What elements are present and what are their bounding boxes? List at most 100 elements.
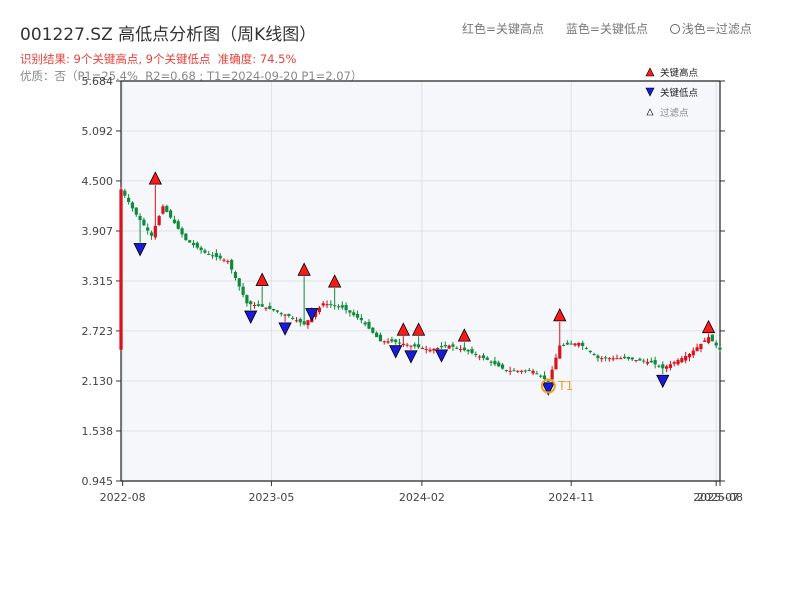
- candle-body: [455, 347, 459, 349]
- t1-label: T1: [557, 379, 573, 393]
- candle-body: [340, 305, 344, 308]
- candle-body: [283, 314, 287, 316]
- candle-body: [352, 312, 356, 316]
- candle-body: [664, 366, 669, 369]
- candle-body: [596, 355, 600, 359]
- candle-body: [451, 344, 455, 347]
- candle-body: [569, 343, 573, 345]
- candle-body: [363, 322, 367, 325]
- candle-body: [275, 310, 280, 312]
- key-high-marker: [328, 274, 342, 288]
- key-high-marker: [255, 272, 269, 286]
- candle-body: [424, 348, 428, 350]
- legend-low-label: 关键低点: [660, 87, 699, 99]
- key-high-marker: [553, 308, 567, 322]
- candle-body: [516, 370, 520, 372]
- candle-body: [386, 341, 390, 343]
- candle-body: [661, 364, 665, 369]
- legend-light-text: 浅色=过滤点: [681, 22, 752, 36]
- candle-body: [432, 348, 436, 351]
- candle-body: [237, 278, 241, 287]
- candle-body: [401, 343, 405, 346]
- candle-body: [291, 317, 295, 319]
- candle-body: [123, 190, 127, 196]
- candle-body: [695, 347, 699, 352]
- candle-body: [706, 337, 711, 343]
- result-sep: ,: [138, 52, 146, 66]
- result-low: 9个关键低点: [145, 52, 211, 66]
- candle-body: [462, 347, 466, 351]
- candle-body: [249, 301, 253, 305]
- candle-body: [520, 370, 524, 372]
- candle-body: [241, 286, 245, 295]
- x-tick-label: 2025-07: [693, 491, 739, 504]
- result-high: 9个关键高点: [73, 52, 139, 66]
- candle-body: [497, 362, 501, 367]
- candle-body: [672, 362, 676, 364]
- candle-body: [359, 317, 363, 321]
- candle-body: [294, 320, 299, 322]
- candle-body: [191, 242, 196, 246]
- candle-body: [416, 344, 421, 348]
- candle-body: [458, 349, 463, 351]
- candle-body: [443, 344, 447, 347]
- candle-body: [184, 233, 188, 241]
- candle-body: [554, 357, 558, 370]
- candle-body: [146, 227, 150, 231]
- legend-filtered-icon: [646, 108, 654, 116]
- candle-body: [260, 304, 264, 307]
- candle-body: [325, 304, 329, 306]
- x-tick-label: 2025-08: [697, 491, 743, 504]
- candle-body: [512, 370, 516, 372]
- candle-body: [287, 313, 291, 316]
- candle-body: [333, 305, 337, 307]
- candle-body: [626, 357, 631, 359]
- candle-body: [703, 340, 707, 342]
- y-tick-label: 2.723: [82, 325, 114, 338]
- candle-body: [127, 197, 131, 203]
- candle-body: [508, 370, 512, 372]
- candle-body: [565, 342, 569, 345]
- candle-body: [577, 342, 581, 346]
- candle-body: [272, 308, 276, 311]
- candle-body: [645, 361, 650, 364]
- key-high-marker: [148, 171, 162, 185]
- candle-body: [691, 350, 695, 356]
- candle-body: [657, 365, 661, 367]
- candle-body: [447, 345, 451, 349]
- candle-body: [531, 370, 535, 374]
- candle-body: [581, 342, 585, 347]
- candle-body: [668, 364, 673, 368]
- candle-body: [394, 339, 398, 343]
- candle-body: [188, 240, 192, 243]
- result-accuracy: 准确度: 74.5%: [210, 52, 297, 66]
- y-tick-label: 3.315: [82, 275, 114, 288]
- candle-body: [268, 305, 272, 309]
- candle-body: [149, 232, 154, 236]
- candle-body: [592, 354, 596, 356]
- key-low-marker: [404, 350, 418, 364]
- candle-body: [718, 347, 722, 350]
- candle-body: [302, 321, 306, 325]
- key-high-marker: [701, 319, 716, 334]
- result-prefix: 识别结果:: [20, 52, 74, 66]
- candle-body: [600, 358, 604, 360]
- circle-icon: [669, 24, 680, 34]
- candle-body: [252, 305, 257, 307]
- candle-body: [584, 348, 589, 350]
- candle-body: [329, 304, 333, 306]
- candle-body: [157, 216, 161, 226]
- candle-body: [355, 313, 360, 318]
- candle-body: [348, 310, 352, 313]
- result-line: 识别结果: 9个关键高点, 9个关键低点 准确度: 74.5%: [20, 51, 296, 67]
- key-low-marker: [244, 310, 258, 324]
- candle-body: [413, 344, 417, 347]
- candle-body: [409, 345, 413, 347]
- key-high-marker: [411, 322, 426, 336]
- candle-body: [630, 357, 634, 360]
- legend-low-icon: [645, 87, 655, 97]
- candle-body: [397, 342, 402, 344]
- candle-body: [172, 219, 177, 224]
- legend-high-icon: [645, 67, 655, 77]
- candle-body: [684, 356, 688, 361]
